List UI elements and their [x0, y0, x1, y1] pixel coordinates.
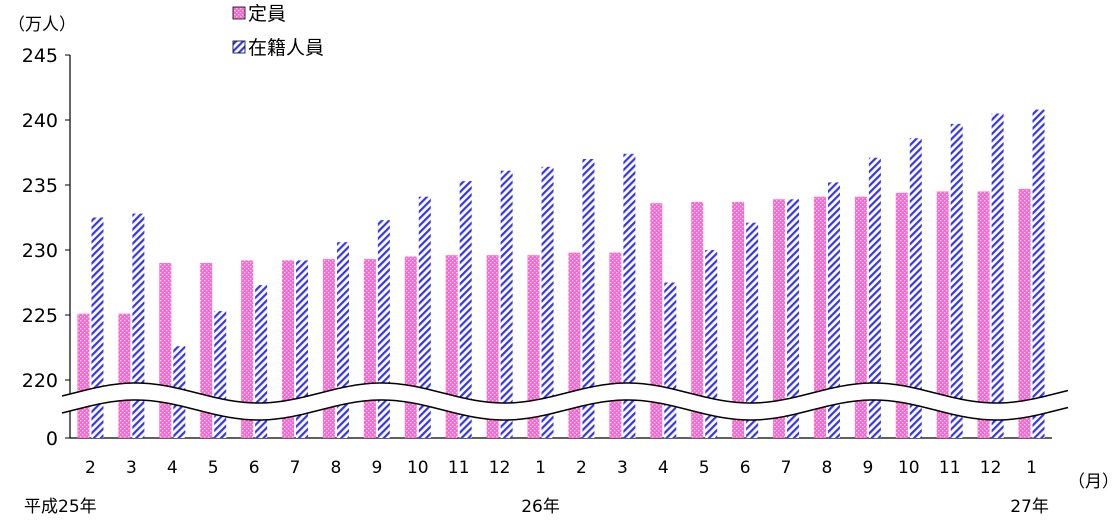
- bar-zaiseki: [132, 213, 145, 438]
- year-label: 平成25年: [24, 497, 97, 517]
- x-tick-label: 11: [939, 458, 961, 478]
- bar-zaiseki: [705, 250, 718, 438]
- bar-teiin: [568, 252, 581, 438]
- x-tick-label: 10: [407, 458, 429, 478]
- bar-teiin: [1018, 188, 1031, 438]
- legend-label: 定員: [248, 3, 286, 25]
- y-tick-label: 225: [22, 305, 58, 327]
- bar-teiin: [650, 203, 663, 438]
- bar-zaiseki: [541, 166, 554, 439]
- bar-zaiseki: [255, 285, 268, 438]
- x-tick-label: 5: [699, 458, 710, 478]
- bar-teiin: [936, 191, 949, 438]
- y-tick-label: 235: [22, 175, 58, 197]
- bar-zaiseki: [214, 311, 227, 438]
- y-unit-label: （万人）: [8, 15, 76, 35]
- bar-teiin: [895, 192, 908, 438]
- x-tick-label: 2: [576, 458, 587, 478]
- y-tick-label: 220: [22, 370, 58, 392]
- legend-swatch: [232, 40, 246, 54]
- bar-teiin: [977, 191, 990, 438]
- bar-teiin: [445, 255, 458, 438]
- x-tick-label: 7: [781, 458, 792, 478]
- bar-zaiseki: [582, 159, 595, 438]
- bar-zaiseki: [296, 260, 309, 438]
- bar-teiin: [813, 196, 826, 438]
- bar-zaiseki: [500, 170, 513, 438]
- bar-zaiseki: [787, 199, 800, 438]
- bar-teiin: [773, 199, 786, 438]
- x-tick-label: 3: [617, 458, 628, 478]
- bar-zaiseki: [909, 138, 922, 438]
- bar-zaiseki: [991, 113, 1004, 438]
- y-tick-label: 0: [46, 428, 58, 450]
- bar-zaiseki: [746, 222, 759, 438]
- bar-zaiseki: [91, 217, 104, 438]
- x-tick-label: 8: [331, 458, 342, 478]
- x-tick-label: 4: [167, 458, 178, 478]
- bar-zaiseki: [1032, 109, 1045, 438]
- bar-teiin: [404, 256, 417, 438]
- bar-teiin: [609, 252, 622, 438]
- year-label: 27年: [1010, 497, 1049, 517]
- bar-teiin: [486, 255, 499, 438]
- x-tick-label: 7: [290, 458, 301, 478]
- bar-zaiseki: [827, 182, 840, 438]
- x-tick-label: 9: [862, 458, 873, 478]
- x-tick-label: 10: [898, 458, 920, 478]
- x-tick-label: 12: [980, 458, 1002, 478]
- bar-zaiseki: [459, 181, 472, 438]
- y-tick-label: 230: [22, 240, 58, 262]
- x-tick-label: 6: [249, 458, 260, 478]
- year-label: 26年: [521, 497, 560, 517]
- bar-teiin: [159, 263, 172, 438]
- x-tick-label: 5: [208, 458, 219, 478]
- x-tick-label: 3: [126, 458, 137, 478]
- axis-break-line: [61, 399, 1069, 421]
- x-tick-label: 4: [658, 458, 669, 478]
- x-tick-label: 9: [371, 458, 382, 478]
- x-tick-label: 11: [448, 458, 470, 478]
- x-tick-label: 2: [85, 458, 96, 478]
- x-tick-label: 1: [1026, 458, 1037, 478]
- bar-zaiseki: [418, 196, 431, 438]
- bar-zaiseki: [377, 220, 390, 438]
- bar-zaiseki: [950, 123, 963, 439]
- bar-teiin: [118, 313, 131, 438]
- bar-teiin: [854, 196, 867, 438]
- bar-zaiseki: [868, 157, 881, 438]
- bar-zaiseki: [664, 282, 677, 438]
- bar-zaiseki: [336, 242, 349, 438]
- bar-teiin: [732, 201, 745, 438]
- bar-teiin: [363, 259, 376, 438]
- y-tick-label: 240: [22, 110, 58, 132]
- x-tick-label: 12: [489, 458, 511, 478]
- y-tick-label: 245: [22, 45, 58, 67]
- axis-break-line: [61, 382, 1069, 404]
- bar-teiin: [322, 259, 335, 438]
- x-tick-label: 1: [535, 458, 546, 478]
- legend-swatch: [232, 6, 246, 20]
- legend-label: 在籍人員: [248, 37, 324, 59]
- bar-teiin: [77, 313, 90, 438]
- x-unit-label: （月）: [1068, 472, 1114, 492]
- x-tick-label: 8: [822, 458, 833, 478]
- bar-teiin: [527, 255, 540, 438]
- bar-zaiseki: [623, 153, 636, 439]
- x-tick-label: 6: [740, 458, 751, 478]
- bar-teiin: [241, 260, 254, 438]
- bar-teiin: [282, 260, 295, 438]
- bar-teiin: [691, 201, 704, 438]
